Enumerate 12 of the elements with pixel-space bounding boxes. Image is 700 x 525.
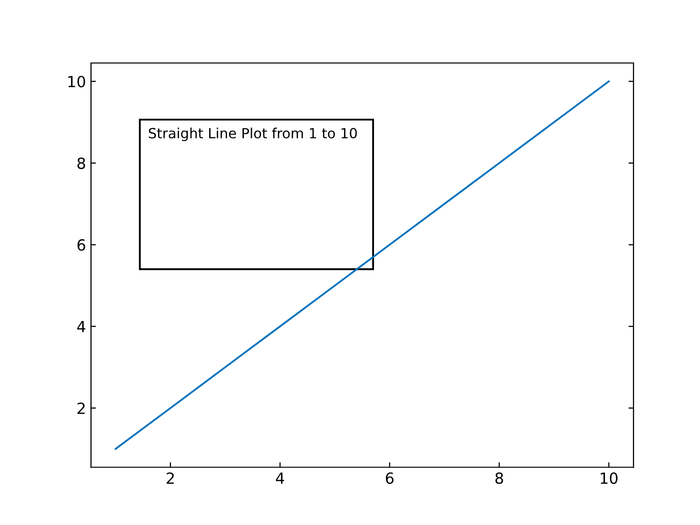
annotation: Straight Line Plot from 1 to 10 bbox=[148, 128, 357, 142]
y-tick-label: 4 bbox=[77, 321, 86, 332]
y-tick-label: 6 bbox=[77, 239, 86, 251]
x-tick-label: 10 bbox=[600, 472, 618, 484]
y-tick-label: 2 bbox=[78, 402, 85, 414]
line-series bbox=[114, 80, 610, 450]
x-tick-label: 6 bbox=[386, 472, 394, 484]
x-tick-label: 8 bbox=[495, 472, 504, 484]
y-tick-label: 8 bbox=[77, 158, 86, 170]
x-tick-label: 2 bbox=[166, 472, 174, 484]
x-tick-label: 4 bbox=[276, 472, 284, 484]
y-tick-label: 10 bbox=[68, 76, 86, 88]
